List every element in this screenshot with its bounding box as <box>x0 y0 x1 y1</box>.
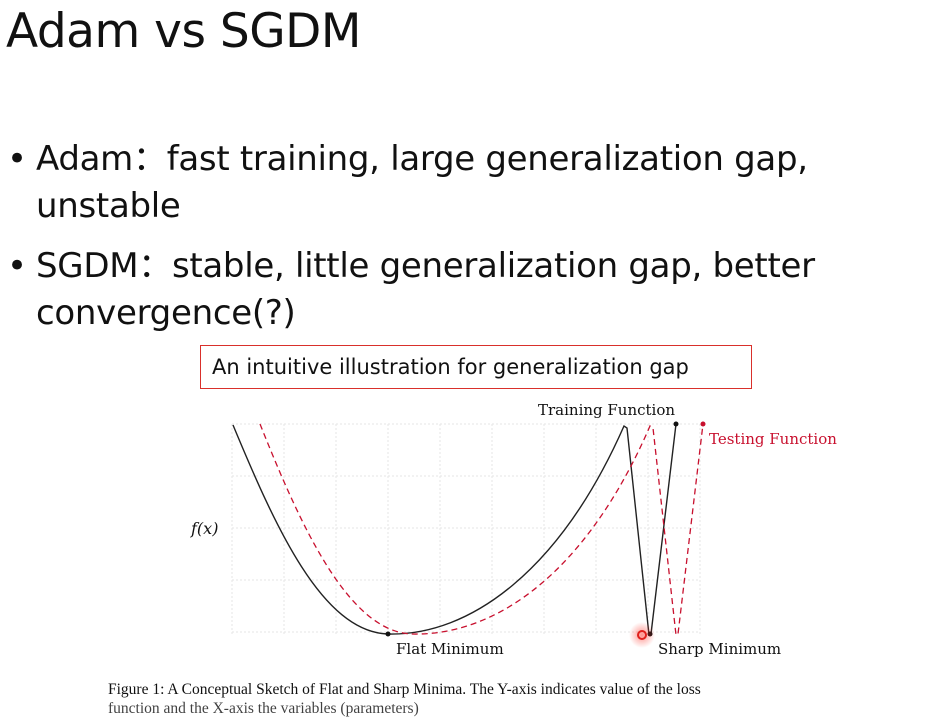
bullet-list: • Adam：fast training, large generalizati… <box>0 136 952 350</box>
flat-minimum-label: Flat Minimum <box>396 640 504 658</box>
bullet-dot: • <box>7 139 27 179</box>
figure-grid <box>231 423 701 634</box>
highlight-glow <box>629 622 655 648</box>
y-axis-label: f(x) <box>190 519 218 538</box>
training-peak-point <box>673 421 679 427</box>
bullet-adam: • Adam：fast training, large generalizati… <box>0 136 952 230</box>
minima-figure: f(x) Training Function Testing Function … <box>0 396 952 666</box>
training-function-label: Training Function <box>538 401 675 419</box>
testing-function-label: Testing Function <box>709 430 837 448</box>
sharp-minimum-label: Sharp Minimum <box>658 640 781 658</box>
bullet-adam-text: Adam：fast training, large generalization… <box>36 139 808 226</box>
bullet-sgdm: • SGDM：stable, little generalization gap… <box>0 243 952 337</box>
training-function-curve <box>232 423 677 637</box>
caption-line-2: function and the X-axis the variables (p… <box>108 700 419 717</box>
testing-function-curve <box>259 423 704 636</box>
figure-caption: Figure 1: A Conceptual Sketch of Flat an… <box>108 680 868 718</box>
testing-peak-point <box>700 421 706 427</box>
caption-line-1: Figure 1: A Conceptual Sketch of Flat an… <box>108 681 701 698</box>
slide-title: Adam vs SGDM <box>6 4 361 59</box>
minima-sketch-svg: f(x) Training Function Testing Function … <box>190 401 837 658</box>
callout-box: An intuitive illustration for generaliza… <box>200 345 752 389</box>
bullet-dot: • <box>7 246 27 286</box>
bullet-sgdm-text: SGDM：stable, little generalization gap, … <box>36 246 815 333</box>
flat-minimum-point <box>385 631 391 637</box>
highlight-marker <box>637 630 647 640</box>
